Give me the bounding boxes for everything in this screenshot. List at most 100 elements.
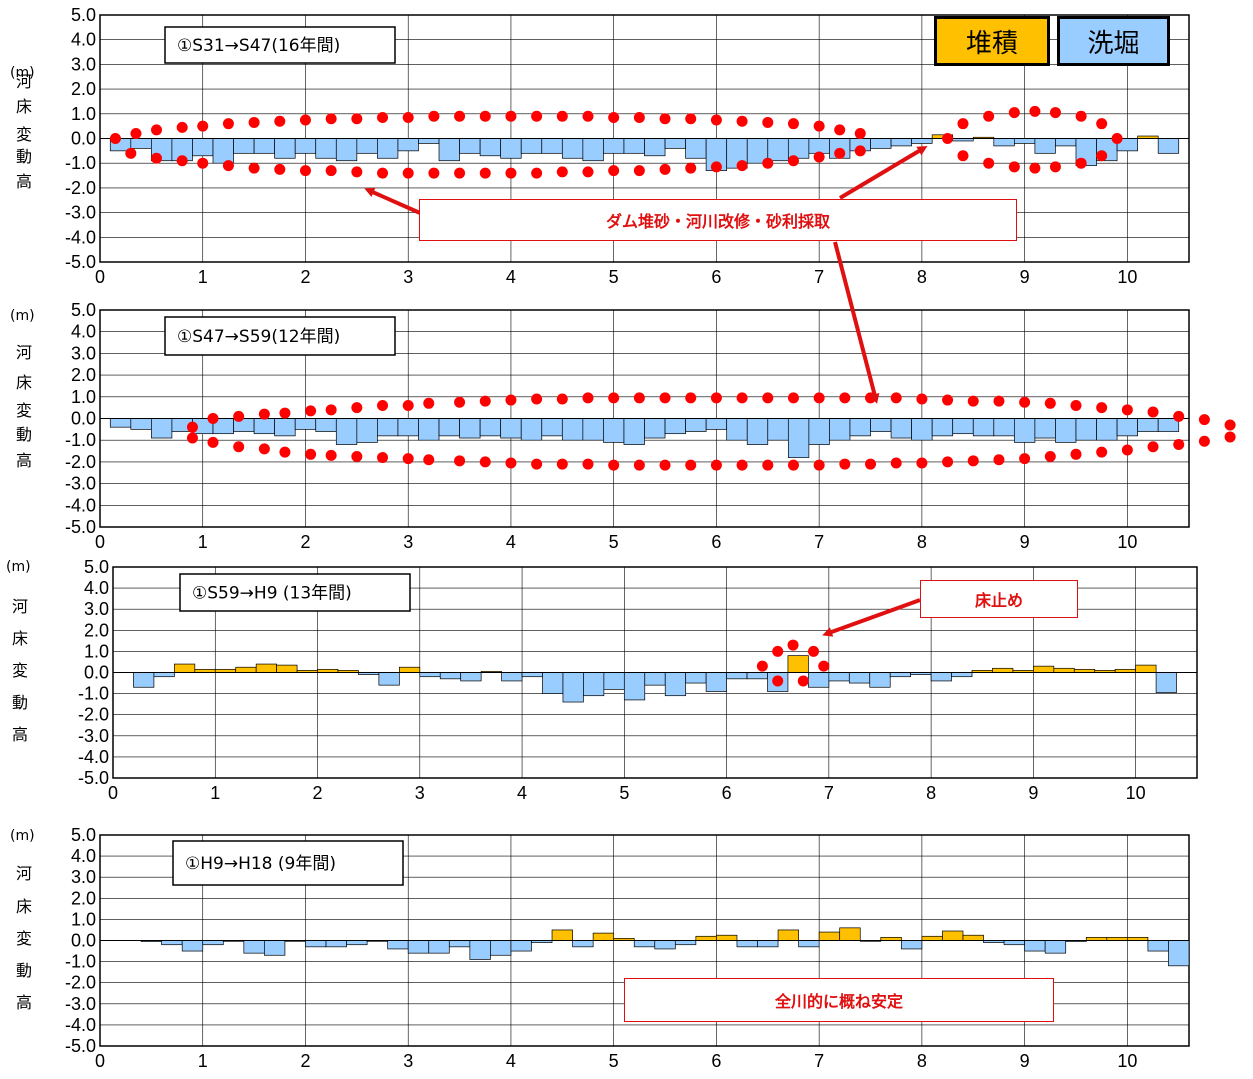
- red-dot-upper: [505, 110, 517, 122]
- panel-title-box: ①H9→H18 (9年間): [172, 840, 404, 886]
- y-tick-label: -5.0: [78, 768, 109, 788]
- red-dot-upper: [967, 395, 979, 407]
- bar: [418, 418, 440, 441]
- bar: [561, 418, 584, 441]
- bar: [212, 138, 234, 164]
- y-tick-label: 4.0: [84, 578, 109, 598]
- y-axis-label-char: 高: [16, 993, 32, 1012]
- red-dot-lower: [402, 453, 414, 465]
- red-dot-lower: [505, 457, 517, 469]
- bar: [1168, 940, 1190, 967]
- bar: [777, 929, 799, 941]
- x-tick-label: 0: [95, 1051, 105, 1071]
- x-tick-label: 5: [609, 1051, 619, 1071]
- red-dot-lower: [222, 160, 234, 172]
- red-dot-weir: [787, 639, 799, 651]
- red-dot-single: [942, 133, 954, 144]
- red-dot-weir: [808, 645, 820, 657]
- red-dot-lower: [736, 160, 748, 172]
- red-dot-upper: [556, 393, 568, 405]
- bar: [828, 672, 850, 682]
- bar: [294, 138, 317, 154]
- bar: [233, 138, 255, 154]
- y-tick-label: 1.0: [71, 387, 96, 407]
- red-dot-lower: [659, 459, 671, 471]
- bar: [520, 138, 543, 154]
- bar: [335, 418, 358, 445]
- y-tick-label: -1.0: [78, 684, 109, 704]
- y-tick-label: -3.0: [78, 726, 109, 746]
- red-dot-upper: [274, 115, 286, 127]
- bar: [490, 940, 512, 956]
- bar: [294, 418, 317, 430]
- bar: [921, 935, 943, 941]
- red-dot-upper: [248, 116, 260, 128]
- y-tick-label: 2.0: [84, 620, 109, 640]
- red-dot-upper: [505, 394, 517, 406]
- red-dot-upper: [325, 113, 337, 125]
- bar: [603, 672, 625, 690]
- panel-title: ①H9→H18 (9年間): [185, 854, 336, 874]
- y-tick-label: 5.0: [71, 300, 96, 320]
- red-dot-weir: [797, 675, 809, 687]
- bar: [685, 418, 707, 432]
- x-tick-label: 5: [619, 783, 629, 803]
- bar: [726, 418, 748, 441]
- red-dot-upper: [454, 396, 466, 408]
- red-dot-upper: [258, 408, 270, 420]
- bar: [870, 138, 892, 149]
- bar: [633, 940, 656, 948]
- red-dot-right_upper: [1075, 110, 1087, 122]
- bar: [1157, 138, 1180, 154]
- red-dot-lower: [125, 147, 137, 159]
- bar: [398, 666, 421, 673]
- y-tick-label: 2.0: [71, 888, 96, 908]
- bar: [1013, 138, 1036, 144]
- y-axis-label-char: 変: [16, 929, 32, 948]
- bar: [674, 940, 697, 946]
- bar: [889, 672, 912, 678]
- bar: [726, 672, 748, 680]
- y-axis-label-char: 高: [12, 725, 28, 744]
- y-tick-label: 0.0: [71, 931, 96, 951]
- x-tick-label: 8: [917, 267, 927, 287]
- red-dot-lower: [633, 459, 645, 471]
- bar: [1147, 940, 1169, 952]
- red-dot-lower: [274, 163, 286, 175]
- y-tick-label: -4.0: [65, 227, 96, 247]
- y-axis-label-char: 床: [12, 629, 28, 648]
- red-dot-lower: [993, 454, 1005, 466]
- x-tick-label: 1: [210, 783, 220, 803]
- x-tick-label: 2: [313, 783, 323, 803]
- bar: [623, 418, 645, 445]
- y-tick-label: 5.0: [71, 5, 96, 25]
- red-dot-outside: [1198, 414, 1210, 426]
- bar: [736, 940, 758, 948]
- y-tick-label: 0.0: [71, 129, 96, 149]
- bar: [1055, 138, 1077, 147]
- bar: [869, 672, 891, 688]
- red-dot-upper: [1044, 397, 1056, 409]
- red-dot-lower: [787, 155, 799, 167]
- red-dot-lower: [839, 458, 851, 470]
- bar: [623, 672, 646, 701]
- red-dot-upper: [207, 413, 219, 424]
- bar: [1024, 940, 1046, 952]
- red-dot-upper: [659, 392, 671, 404]
- y-unit-label: (m): [10, 828, 35, 844]
- red-dot-upper: [1096, 402, 1108, 414]
- red-dot-upper: [608, 112, 620, 124]
- bar: [377, 418, 399, 437]
- red-dot-outside: [1173, 439, 1185, 451]
- bar: [253, 418, 276, 435]
- red-dot-lower: [207, 436, 219, 448]
- bar: [235, 666, 257, 673]
- red-dot-upper: [351, 402, 363, 414]
- y-axis-label-char: 床: [16, 97, 32, 116]
- x-tick-label: 3: [403, 532, 413, 552]
- red-dot-lower: [325, 165, 337, 177]
- bar: [479, 138, 502, 157]
- bar: [397, 418, 419, 437]
- bar: [592, 932, 615, 941]
- bar: [521, 672, 543, 678]
